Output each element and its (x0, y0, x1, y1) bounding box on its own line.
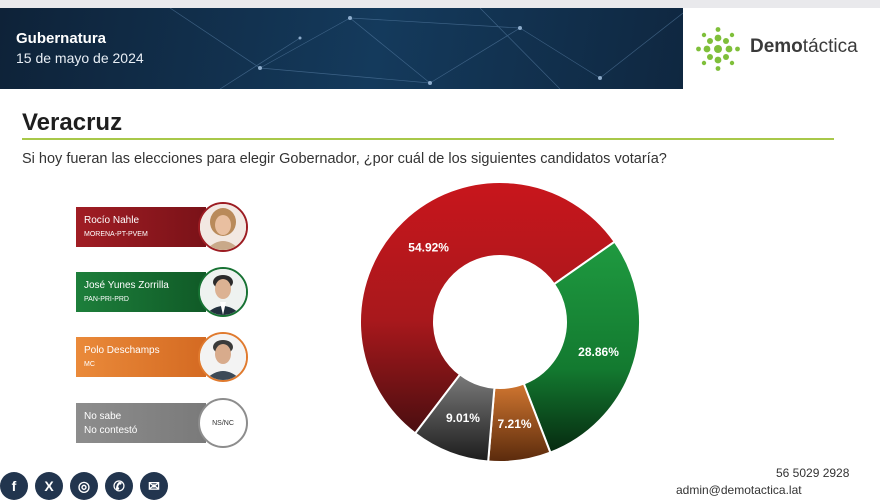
heading-rule (22, 138, 834, 140)
header-banner: Gubernatura 15 de mayo de 2024 (0, 8, 683, 89)
slice-nsnc (413, 373, 496, 463)
nsnc-badge: NS/NC (198, 398, 248, 448)
header-date: 15 de mayo de 2024 (16, 50, 144, 66)
candidate-card-nsnc: No sabe No contestó (76, 403, 206, 443)
candidate-name: José Yunes Zorrilla (84, 280, 169, 291)
demotactica-logo: Demotáctica (695, 26, 875, 72)
x-icon[interactable]: X (35, 472, 63, 500)
candidate-party: PAN-PRI-PRD (84, 296, 129, 303)
candidate-card-nahle: Rocío Nahle MORENA-PT-PVEM (76, 207, 206, 247)
avatar-deschamps (198, 332, 248, 382)
network-pattern (169, 8, 683, 89)
slice-nahle-label: 54.92% (408, 241, 449, 255)
logo-text-prefix: Demo (750, 36, 803, 57)
top-border (0, 0, 880, 8)
whatsapp-icon[interactable]: ✆ (105, 472, 133, 500)
candidate-name: Rocío Nahle (84, 215, 140, 226)
footer-email: admin@demotactica.lat (676, 483, 802, 497)
person-icon (200, 334, 246, 380)
nsnc-line1: No sabe (84, 411, 122, 422)
slice-yunes (522, 240, 641, 454)
facebook-icon[interactable]: f (0, 472, 28, 500)
person-icon (200, 204, 246, 250)
candidate-party: MC (84, 361, 95, 368)
nsnc-line2: No contestó (84, 425, 138, 436)
header-title: Gubernatura (16, 30, 107, 47)
slice-nsnc-label: 9.01% (446, 411, 480, 425)
candidate-name: Polo Deschamps (84, 345, 160, 356)
candidate-party: MORENA-PT-PVEM (84, 231, 148, 238)
avatar-yunes (198, 267, 248, 317)
mail-icon[interactable]: ✉ (140, 472, 168, 500)
survey-question: Si hoy fueran las elecciones para elegir… (22, 151, 667, 167)
instagram-icon[interactable]: ◎ (70, 472, 98, 500)
footer-phone: 56 5029 2928 (776, 466, 850, 480)
person-icon (200, 269, 246, 315)
slice-nahle (359, 182, 617, 435)
logo-text-suffix: táctica (802, 36, 858, 57)
slice-deschamps-label: 7.21% (498, 417, 532, 431)
donut-chart: 54.92% 28.86% 7.21% 9.01% (359, 182, 641, 463)
slice-yunes-label: 28.86% (578, 345, 619, 359)
logo-text: Demotáctica (750, 36, 858, 58)
candidate-card-yunes: José Yunes Zorrilla PAN-PRI-PRD (76, 272, 206, 312)
candidate-card-deschamps: Polo Deschamps MC (76, 337, 206, 377)
logo-dots-icon (696, 27, 740, 71)
avatar-nahle (198, 202, 248, 252)
state-heading: Veracruz (22, 109, 123, 136)
